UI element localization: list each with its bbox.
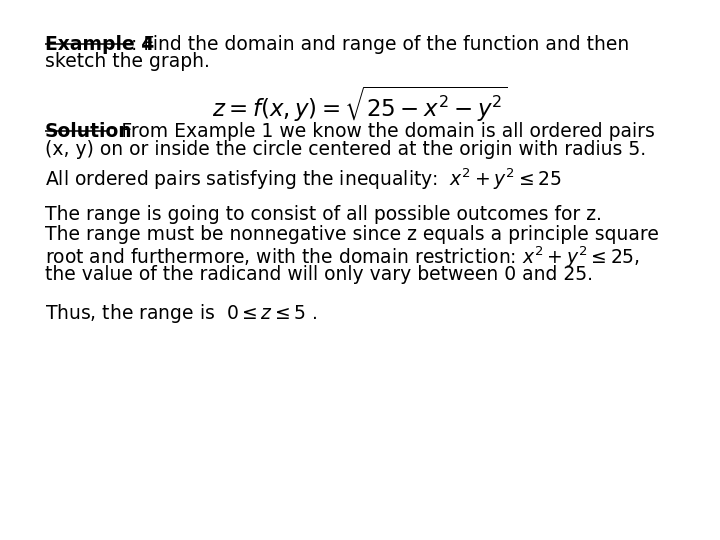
Text: (x, y) on or inside the circle centered at the origin with radius 5.: (x, y) on or inside the circle centered … [45, 140, 646, 159]
Text: $z = f(x,y)= \sqrt{25 - x^2 - y^2}$: $z = f(x,y)= \sqrt{25 - x^2 - y^2}$ [212, 85, 508, 125]
Text: the value of the radicand will only vary between 0 and 25.: the value of the radicand will only vary… [45, 265, 593, 284]
Text: The range must be nonnegative since z equals a principle square: The range must be nonnegative since z eq… [45, 225, 659, 244]
Text: root and furthermore, with the domain restriction: $x^2+y^2 \leq 25$,: root and furthermore, with the domain re… [45, 245, 640, 271]
Text: Solution: Solution [45, 122, 132, 141]
Text: : From Example 1 we know the domain is all ordered pairs: : From Example 1 we know the domain is a… [109, 122, 655, 141]
Text: Example 4: Example 4 [45, 35, 154, 54]
Text: Thus, the range is  $0 \leq z \leq 5$ .: Thus, the range is $0 \leq z \leq 5$ . [45, 302, 318, 325]
Text: The range is going to consist of all possible outcomes for z.: The range is going to consist of all pos… [45, 205, 602, 224]
Text: All ordered pairs satisfying the inequality:  $x^2 + y^2 \leq 25$: All ordered pairs satisfying the inequal… [45, 166, 562, 192]
Text: sketch the graph.: sketch the graph. [45, 52, 210, 71]
Text: : Find the domain and range of the function and then: : Find the domain and range of the funct… [131, 35, 629, 54]
